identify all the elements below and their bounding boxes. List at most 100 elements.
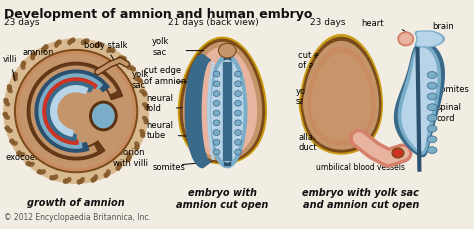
Text: somites: somites — [437, 85, 470, 94]
Ellipse shape — [393, 150, 402, 156]
Ellipse shape — [213, 71, 220, 77]
Ellipse shape — [213, 149, 220, 155]
Ellipse shape — [55, 41, 60, 46]
Text: spinal
cord: spinal cord — [437, 104, 462, 123]
Text: embryo with
amnion cut open: embryo with amnion cut open — [176, 188, 269, 210]
Text: yolk
sac: yolk sac — [132, 70, 149, 90]
Ellipse shape — [235, 130, 241, 136]
Ellipse shape — [22, 61, 26, 65]
Polygon shape — [51, 86, 88, 136]
Text: chorion
with villi: chorion with villi — [113, 148, 148, 168]
Ellipse shape — [219, 43, 236, 58]
Polygon shape — [179, 37, 266, 164]
Text: allantoic
duct: allantoic duct — [299, 133, 334, 152]
Ellipse shape — [134, 146, 139, 150]
Ellipse shape — [145, 106, 149, 110]
Text: villi: villi — [3, 55, 18, 81]
Polygon shape — [304, 42, 378, 149]
Ellipse shape — [118, 162, 122, 167]
Polygon shape — [415, 31, 444, 47]
Ellipse shape — [143, 93, 147, 96]
Polygon shape — [394, 42, 444, 157]
Ellipse shape — [52, 175, 56, 180]
Ellipse shape — [5, 126, 9, 130]
Text: heart: heart — [361, 19, 383, 28]
Ellipse shape — [235, 120, 241, 126]
Ellipse shape — [37, 169, 41, 174]
Ellipse shape — [65, 178, 69, 183]
Polygon shape — [35, 70, 109, 152]
Text: 21 days (back view): 21 days (back view) — [168, 18, 258, 27]
Ellipse shape — [30, 162, 35, 166]
Ellipse shape — [43, 46, 47, 50]
Ellipse shape — [4, 100, 9, 104]
Ellipse shape — [142, 103, 147, 106]
Ellipse shape — [18, 152, 23, 156]
Polygon shape — [208, 55, 247, 168]
Ellipse shape — [129, 66, 134, 70]
Ellipse shape — [301, 71, 368, 137]
Polygon shape — [43, 78, 97, 144]
Ellipse shape — [106, 169, 110, 174]
Ellipse shape — [144, 104, 149, 108]
Ellipse shape — [400, 34, 411, 44]
Ellipse shape — [11, 140, 16, 144]
Text: Development of amnion and human embryo: Development of amnion and human embryo — [4, 8, 312, 21]
Ellipse shape — [118, 56, 122, 60]
Ellipse shape — [235, 71, 241, 77]
Ellipse shape — [83, 39, 87, 44]
Ellipse shape — [39, 170, 43, 174]
Ellipse shape — [135, 144, 139, 148]
Ellipse shape — [21, 63, 25, 67]
Ellipse shape — [213, 110, 220, 116]
Ellipse shape — [57, 40, 62, 44]
Ellipse shape — [20, 153, 25, 157]
Ellipse shape — [213, 120, 220, 126]
Ellipse shape — [127, 155, 131, 160]
Polygon shape — [302, 37, 381, 152]
Ellipse shape — [6, 128, 10, 131]
Ellipse shape — [92, 104, 114, 128]
Ellipse shape — [144, 120, 149, 124]
Ellipse shape — [392, 148, 404, 158]
Ellipse shape — [235, 81, 241, 87]
Ellipse shape — [235, 100, 241, 106]
Ellipse shape — [13, 76, 18, 81]
Ellipse shape — [13, 141, 18, 145]
Polygon shape — [402, 48, 437, 151]
Ellipse shape — [44, 44, 48, 49]
Ellipse shape — [127, 153, 131, 157]
Ellipse shape — [79, 179, 83, 184]
Ellipse shape — [7, 85, 12, 89]
Ellipse shape — [235, 91, 241, 96]
Ellipse shape — [92, 177, 97, 181]
Ellipse shape — [54, 43, 58, 48]
Ellipse shape — [94, 43, 98, 48]
Ellipse shape — [427, 93, 437, 100]
Ellipse shape — [303, 73, 366, 136]
Ellipse shape — [7, 87, 12, 91]
Text: 23 days: 23 days — [4, 18, 39, 27]
Ellipse shape — [8, 89, 13, 93]
Ellipse shape — [122, 57, 127, 61]
Ellipse shape — [13, 72, 18, 76]
Text: neural
tube: neural tube — [146, 121, 173, 140]
Ellipse shape — [138, 79, 143, 83]
Text: yolk
sac: yolk sac — [152, 37, 170, 57]
Ellipse shape — [104, 173, 108, 178]
Ellipse shape — [3, 114, 8, 118]
Ellipse shape — [54, 174, 58, 179]
Ellipse shape — [5, 102, 10, 106]
Ellipse shape — [213, 81, 220, 87]
Ellipse shape — [142, 91, 146, 95]
Ellipse shape — [235, 139, 241, 145]
Polygon shape — [224, 57, 230, 165]
Text: exocoelom: exocoelom — [6, 146, 64, 162]
Ellipse shape — [30, 55, 35, 60]
Ellipse shape — [131, 67, 136, 71]
Ellipse shape — [105, 172, 109, 177]
Polygon shape — [31, 66, 116, 156]
Ellipse shape — [8, 129, 13, 133]
Ellipse shape — [67, 40, 72, 45]
Ellipse shape — [4, 39, 148, 183]
